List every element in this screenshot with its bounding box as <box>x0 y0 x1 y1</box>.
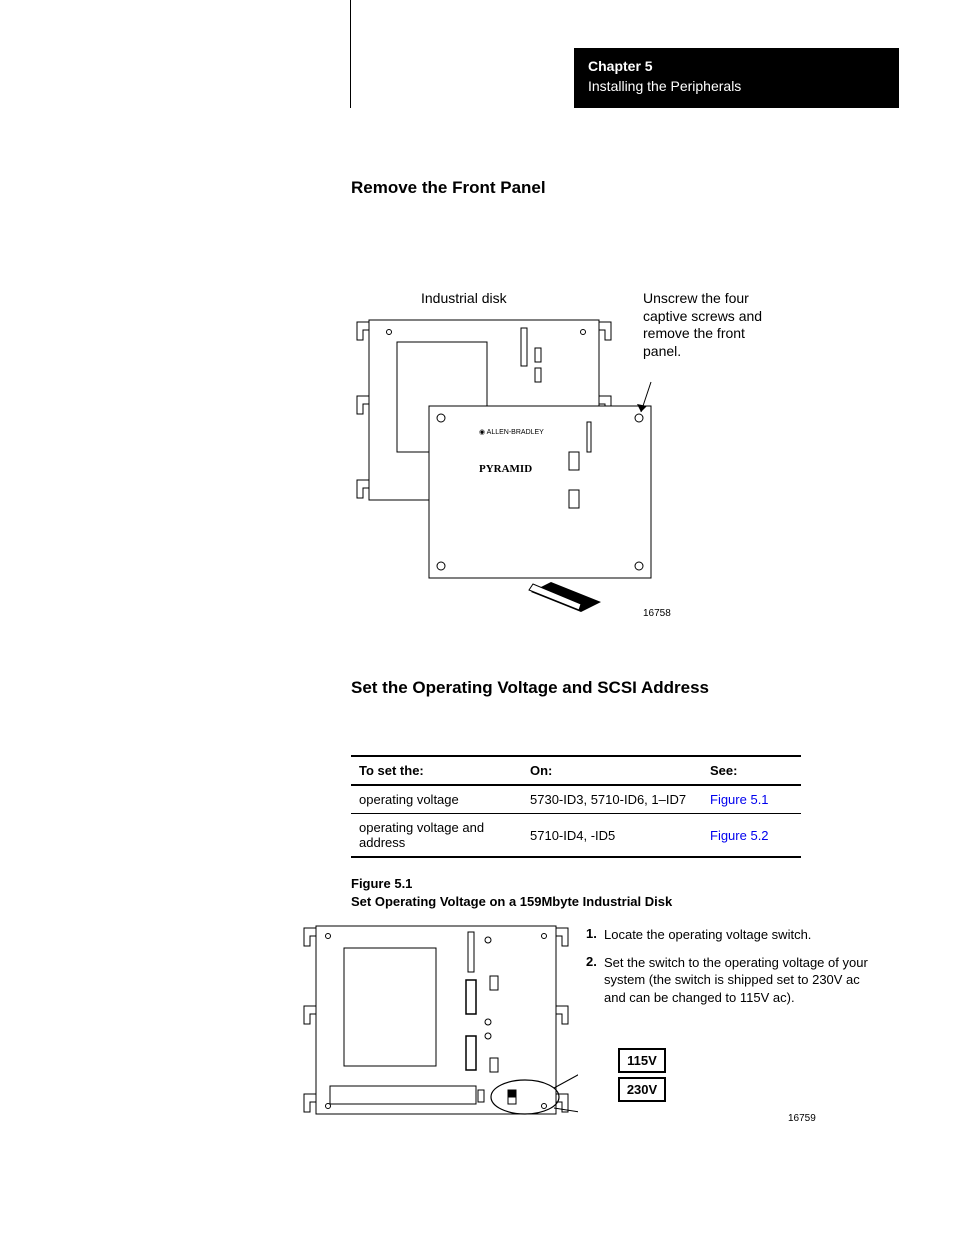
diagram-front-panel: ◉ ALLEN-BRADLEY PYRAMID <box>351 312 661 642</box>
chapter-number: Chapter 5 <box>588 58 885 74</box>
chapter-header: Chapter 5 Installing the Peripherals <box>574 48 899 108</box>
table-row: operating voltage 5730-ID3, 5710-ID6, 1–… <box>351 785 801 814</box>
figure-ref-number: 16759 <box>788 1113 816 1124</box>
table-header: To set the: <box>351 756 522 785</box>
step-item: 2. Set the switch to the operating volta… <box>586 954 876 1007</box>
voltage-option-115v: 115V <box>618 1048 666 1073</box>
figure-link[interactable]: Figure 5.1 <box>702 785 801 814</box>
table-row: operating voltage and address 5710-ID4, … <box>351 814 801 858</box>
table-cell: 5730-ID3, 5710-ID6, 1–ID7 <box>522 785 702 814</box>
step-text: Set the switch to the operating voltage … <box>604 954 876 1007</box>
top-margin-rule <box>350 0 351 108</box>
label-industrial-disk: Industrial disk <box>421 290 507 306</box>
callout-unscrew: Unscrew the four captive screws and remo… <box>643 290 773 360</box>
diagram-voltage <box>298 918 578 1133</box>
figure-caption: Figure 5.1 Set Operating Voltage on a 15… <box>351 875 672 910</box>
step-item: 1. Locate the operating voltage switch. <box>586 926 876 944</box>
table-header: On: <box>522 756 702 785</box>
step-number: 1. <box>586 926 604 944</box>
figure-ref-number: 16758 <box>643 608 671 619</box>
voltage-option-230v: 230V <box>618 1077 666 1102</box>
figure-voltage-switch: 1. Locate the operating voltage switch. … <box>298 918 898 1138</box>
table-cell: operating voltage <box>351 785 522 814</box>
table-header: See: <box>702 756 801 785</box>
figure-link[interactable]: Figure 5.2 <box>702 814 801 858</box>
section-heading-voltage-scsi: Set the Operating Voltage and SCSI Addre… <box>351 678 709 698</box>
chapter-subtitle: Installing the Peripherals <box>588 78 885 94</box>
step-text: Locate the operating voltage switch. <box>604 926 811 944</box>
table-cell: operating voltage and address <box>351 814 522 858</box>
settings-table: To set the: On: See: operating voltage 5… <box>351 755 801 858</box>
brand-allen-bradley: ◉ ALLEN-BRADLEY <box>479 429 544 436</box>
voltage-switch-zoom: 115V 230V <box>618 1048 666 1106</box>
table-header-row: To set the: On: See: <box>351 756 801 785</box>
table-cell: 5710-ID4, -ID5 <box>522 814 702 858</box>
step-number: 2. <box>586 954 604 1007</box>
brand-pyramid: PYRAMID <box>479 463 532 475</box>
instruction-steps: 1. Locate the operating voltage switch. … <box>586 926 876 1016</box>
figure-caption-title: Set Operating Voltage on a 159Mbyte Indu… <box>351 893 672 911</box>
section-heading-remove-panel: Remove the Front Panel <box>351 178 546 198</box>
figure-caption-num: Figure 5.1 <box>351 875 672 893</box>
